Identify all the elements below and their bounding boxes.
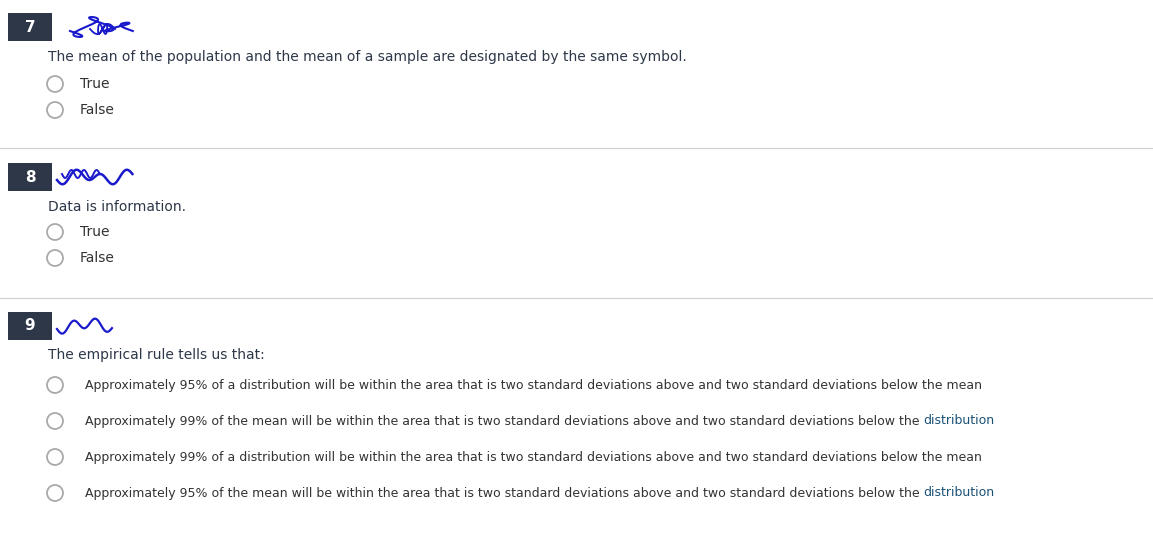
Text: 8: 8 xyxy=(24,170,36,185)
Text: Approximately 99% of the mean will be within the area that is two standard devia: Approximately 99% of the mean will be wi… xyxy=(85,415,924,428)
FancyBboxPatch shape xyxy=(8,13,52,41)
Text: Approximately 95% of a distribution will be within the area that is two standard: Approximately 95% of a distribution will… xyxy=(85,379,982,392)
Text: Approximately 95% of the mean will be within the area that is two standard devia: Approximately 95% of the mean will be wi… xyxy=(85,487,924,500)
Text: The empirical rule tells us that:: The empirical rule tells us that: xyxy=(48,348,265,362)
Text: 9: 9 xyxy=(24,319,36,334)
Text: Approximately 99% of a distribution will be within the area that is two standard: Approximately 99% of a distribution will… xyxy=(85,450,982,463)
Text: False: False xyxy=(80,103,115,117)
Text: True: True xyxy=(80,77,110,91)
Text: distribution: distribution xyxy=(924,415,995,428)
Text: Data is information.: Data is information. xyxy=(48,200,186,214)
FancyBboxPatch shape xyxy=(8,163,52,191)
Text: distribution: distribution xyxy=(924,487,995,500)
Text: The mean of the population and the mean of a sample are designated by the same s: The mean of the population and the mean … xyxy=(48,50,687,64)
Text: True: True xyxy=(80,225,110,239)
Text: False: False xyxy=(80,251,115,265)
FancyBboxPatch shape xyxy=(8,312,52,340)
Text: 7: 7 xyxy=(24,19,36,35)
